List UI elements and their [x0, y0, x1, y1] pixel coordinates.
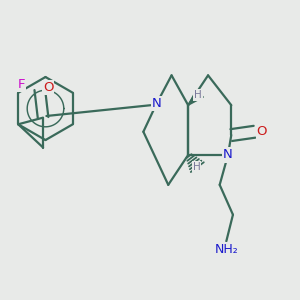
Text: O: O — [256, 125, 267, 138]
Text: O: O — [43, 81, 53, 94]
Text: H: H — [194, 90, 202, 100]
Polygon shape — [188, 90, 203, 105]
Text: NH₂: NH₂ — [214, 243, 238, 256]
Text: F: F — [18, 78, 25, 91]
Text: H: H — [193, 162, 200, 172]
Text: N: N — [152, 97, 161, 110]
Text: N: N — [223, 148, 233, 161]
